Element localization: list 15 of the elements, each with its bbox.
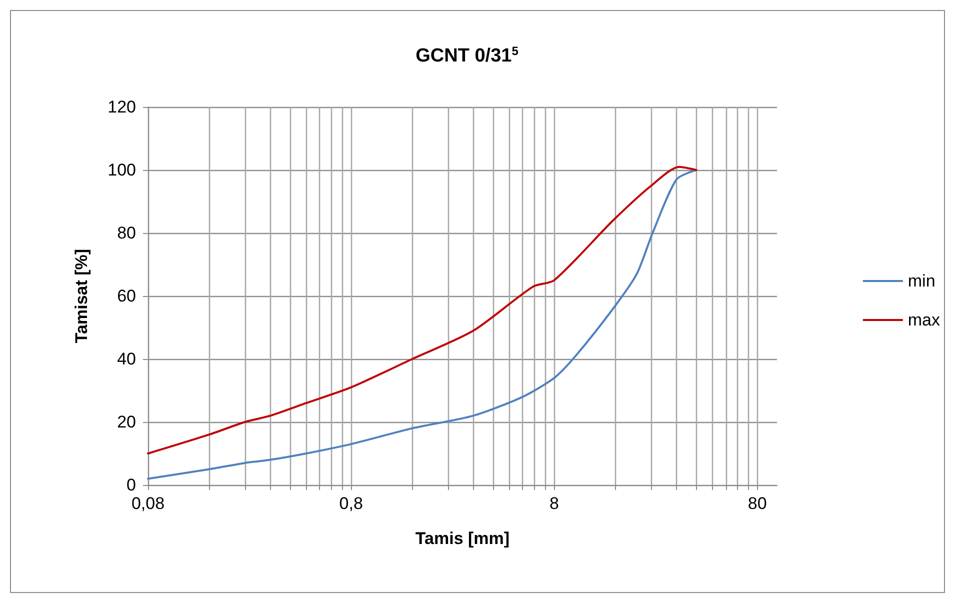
y-tick-label: 0 xyxy=(126,476,136,494)
legend-label: min xyxy=(908,272,936,290)
x-axis-title: Tamis [mm] xyxy=(415,529,510,548)
y-tick-label: 100 xyxy=(108,160,136,180)
y-axis-title: Tamisat [%] xyxy=(72,248,91,344)
y-tick-label: 60 xyxy=(117,286,136,306)
legend-label: max xyxy=(908,310,940,330)
y-tick-label: 40 xyxy=(117,350,136,368)
x-tick-label: 8 xyxy=(549,494,559,513)
y-tick-label: 80 xyxy=(117,224,136,242)
x-tick-label: 0,08 xyxy=(131,494,165,513)
x-tick-label: 80 xyxy=(748,494,767,513)
x-tick-label: 0,8 xyxy=(339,494,363,513)
y-tick-label: 20 xyxy=(117,412,136,432)
y-tick-label: 120 xyxy=(108,98,136,116)
